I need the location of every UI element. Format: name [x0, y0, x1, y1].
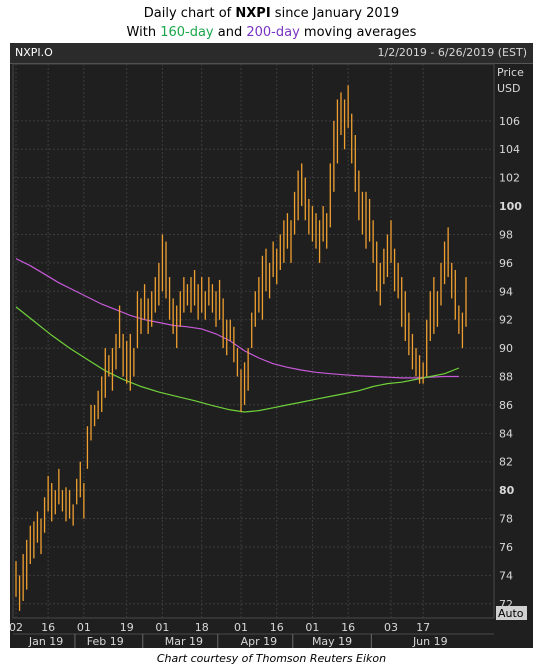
x-tick-label: 16	[270, 621, 284, 634]
x-tick-label: 18	[195, 621, 209, 634]
x-tick-label: 01	[305, 621, 319, 634]
x-tick-label: 03	[384, 621, 398, 634]
y-tick-label: 96	[499, 257, 513, 270]
x-tick-label: 17	[416, 621, 430, 634]
x-month-label: Jun 19	[412, 635, 448, 648]
x-month-label: Apr 19	[241, 635, 278, 648]
title2-suffix: moving averages	[299, 25, 417, 40]
y-tick-label: 106	[499, 115, 520, 128]
y-tick-label: 86	[499, 399, 513, 412]
y-tick-label: 74	[499, 569, 513, 582]
y-axis-price-label: Price	[497, 66, 524, 79]
y-tick-label: 94	[499, 285, 513, 298]
y-tick-label: 98	[499, 228, 513, 241]
auto-scale-label: Auto	[498, 607, 524, 620]
auto-scale-button	[496, 606, 527, 620]
ma160-line	[15, 306, 460, 413]
y-tick-label: 92	[499, 314, 513, 327]
x-month-label: Feb 19	[87, 635, 124, 648]
y-tick-label: 82	[499, 456, 513, 469]
y-tick-label: 78	[499, 513, 513, 526]
title-suffix: since January 2019	[270, 6, 400, 21]
x-month-label: May 19	[312, 635, 352, 648]
y-tick-label: 84	[499, 427, 513, 440]
x-tick-label: 19	[120, 621, 134, 634]
chart-caption: Chart courtesy of Thomson Reuters Eikon	[156, 652, 387, 665]
x-tick-label: 01	[155, 621, 169, 634]
title-ticker: NXPI	[235, 6, 271, 21]
x-tick-label: 01	[234, 621, 248, 634]
x-tick-label: 16	[41, 621, 55, 634]
y-tick-label: 100	[499, 200, 522, 213]
x-month-label: Mar 19	[165, 635, 203, 648]
ric-code: NXPI.O	[15, 46, 53, 59]
y-tick-label: 88	[499, 371, 513, 384]
ma200-line	[15, 258, 459, 379]
y-tick-label: 80	[499, 484, 515, 497]
x-tick-label: 01	[77, 621, 91, 634]
y-tick-label: 90	[499, 342, 513, 355]
title2-with: With	[126, 25, 161, 40]
x-tick-label: 02	[9, 621, 23, 634]
title2-and: and	[213, 25, 247, 40]
y-tick-label: 102	[499, 172, 520, 185]
x-month-label: Jan 19	[28, 635, 63, 648]
chart-title-line2: With 160-day and 200-day moving averages	[0, 25, 543, 40]
title-prefix: Daily chart of	[143, 6, 236, 21]
y-tick-label: 104	[499, 143, 520, 156]
chart-title-line1: Daily chart of NXPI since January 2019	[0, 6, 543, 21]
y-tick-label: 76	[499, 541, 513, 554]
plot-area	[12, 63, 495, 619]
date-range: 1/2/2019 - 6/26/2019 (EST)	[377, 46, 528, 59]
title2-ma200: 200-day	[246, 25, 300, 40]
x-tick-label: 16	[341, 621, 355, 634]
y-axis-currency-label: USD	[497, 82, 521, 95]
title2-ma160: 160-day	[160, 25, 214, 40]
